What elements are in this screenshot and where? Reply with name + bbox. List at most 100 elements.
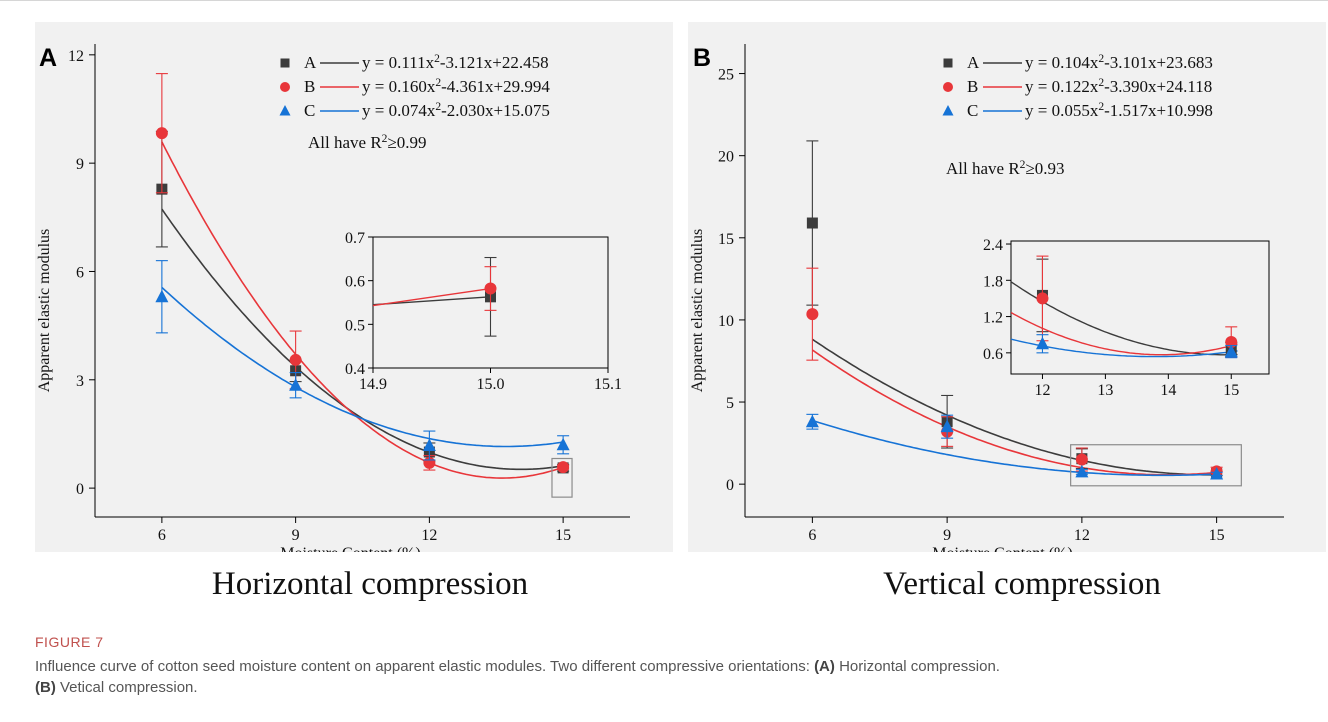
chart-b-legend-marker-b (943, 82, 953, 92)
caption-main: Influence curve of cotton seed moisture … (35, 658, 810, 675)
chart-a-x-axis-label: Moisture Content (%) (280, 545, 420, 552)
chart-b-y-tick-label: 20 (718, 149, 734, 166)
chart-b-inset-y-tick-label: 2.4 (983, 237, 1003, 254)
chart-b-x-tick-label: 6 (808, 527, 816, 544)
chart-b-legend-equation-c: y = 0.055x2-1.517x+10.998 (1025, 100, 1213, 121)
figure-label: FIGURE 7 (35, 634, 104, 650)
chart-b-legend-marker-c (942, 105, 954, 116)
chart-b-point-b (806, 308, 819, 321)
chart-b-y-tick-label: 15 (718, 231, 734, 248)
chart-a-legend-equation-a: y = 0.111x2-3.121x+22.458 (362, 52, 549, 73)
chart-a-x-tick-label: 9 (292, 527, 300, 544)
chart-b-y-tick-label: 5 (726, 395, 734, 412)
chart-b-fit-curve-a (811, 338, 1217, 476)
chart-b-legend-marker-a (943, 58, 953, 68)
chart-a-fit-curve-c (161, 286, 564, 448)
top-divider (0, 0, 1328, 1)
chart-b-inset-x-tick-label: 13 (1097, 382, 1113, 399)
chart-b-y-tick-label: 10 (718, 313, 734, 330)
chart-a-point-b (289, 353, 302, 366)
chart-a-point-c (422, 438, 436, 452)
chart-a-legend-marker-a (280, 58, 290, 68)
chart-a-point-b (155, 127, 168, 140)
chart-a-inset-y-tick-label: 0.4 (345, 361, 365, 378)
chart-a-inset-x-tick-label: 15.0 (477, 376, 505, 393)
chart-a-svg: 691215036912Moisture Content (%)Apparent… (36, 44, 630, 562)
chart-b-x-tick-label: 15 (1209, 527, 1225, 544)
chart-b-inset-y-tick-label: 1.2 (983, 310, 1003, 327)
chart-b-point-c (1075, 464, 1089, 478)
chart-a-inset-y-tick-label: 0.5 (345, 317, 365, 334)
chart-a-x-tick-label: 6 (158, 527, 166, 544)
chart-a-legend-name-a: A (304, 53, 317, 72)
chart-a-inset-line-b (372, 287, 491, 307)
chart-b-inset-curve-a (1011, 281, 1238, 356)
caption-a-label: (A) (814, 658, 835, 675)
chart-b-point-b (1075, 453, 1088, 466)
chart-a-y-tick-label: 3 (76, 373, 84, 390)
chart-a-y-axis-label: Apparent elastic modulus (36, 229, 53, 393)
chart-b-y-tick-label: 0 (726, 477, 734, 494)
chart-b-inset-y-tick-label: 1.8 (983, 273, 1003, 290)
chart-panel-a: 691215036912Moisture Content (%)Apparent… (35, 22, 673, 562)
chart-b-r2-note: All have R2≥0.93 (946, 158, 1065, 179)
chart-b-inset-y-tick-label: 0.6 (983, 346, 1003, 363)
chart-a-fit-curve-b (161, 141, 564, 479)
chart-a-point-c (155, 289, 169, 303)
chart-b-x-axis-label: Moisture Content (%) (932, 545, 1072, 552)
chart-b-y-tick-label: 25 (718, 67, 734, 84)
chart-a-y-tick-label: 0 (76, 481, 84, 498)
chart-b-legend-name-b: B (967, 77, 978, 96)
chart-a-point-c (289, 378, 303, 391)
chart-b-legend-equation-a: y = 0.104x2-3.101x+23.683 (1025, 52, 1213, 73)
chart-b-x-tick-label: 12 (1074, 527, 1090, 544)
chart-a-inset-point-b (484, 282, 497, 295)
chart-a-legend-marker-b (280, 82, 290, 92)
chart-a-x-tick-label: 12 (421, 527, 437, 544)
chart-b-inset-x-tick-label: 14 (1160, 382, 1176, 399)
chart-a-point-b (557, 461, 570, 474)
chart-a-inset-x-tick-label: 15.1 (594, 376, 622, 393)
chart-a-point-c (556, 437, 570, 451)
chart-a-y-tick-label: 9 (76, 156, 84, 173)
chart-b-legend-equation-b: y = 0.122x2-3.390x+24.118 (1025, 76, 1212, 97)
chart-b-x-tick-label: 9 (943, 527, 951, 544)
chart-b-fit-curve-c (812, 419, 1217, 477)
chart-b-point-a (806, 217, 818, 229)
chart-a-inset-y-tick-label: 0.6 (345, 274, 365, 291)
chart-b-inset-curve-b (1011, 311, 1238, 356)
chart-b-inset-curve-c (1011, 338, 1238, 358)
chart-b-point-c (805, 414, 819, 428)
chart-b-inset-point-c (1224, 344, 1238, 358)
panel-letter-b: B (693, 44, 712, 72)
chart-b-zoom-box (1070, 444, 1242, 487)
chart-a-r2-note: All have R2≥0.99 (308, 132, 427, 153)
chart-b-svg: 6 9 12 15 0 5 10 15 20 25 Moisture Content (%) Appa… (689, 44, 1284, 562)
chart-b-inset-point-b (1225, 335, 1238, 348)
chart-a-y-tick-label: 6 (76, 264, 84, 281)
chart-b-inset-x-tick-label: 15 (1223, 382, 1239, 399)
subtitle-vertical: Vertical compression (883, 566, 1161, 602)
chart-a-x-tick-label: 15 (555, 527, 571, 544)
caption-a-text: Horizontal compression. (839, 658, 1000, 675)
figure-caption: Influence curve of cotton seed moisture … (35, 656, 1295, 698)
chart-b-inset-x-tick-label: 12 (1034, 382, 1050, 399)
chart-b-legend-name-c: C (967, 101, 978, 120)
chart-a-legend-equation-b: y = 0.160x2-4.361x+29.994 (362, 76, 550, 97)
caption-b-text: Vetical compression. (60, 679, 198, 696)
caption-b-label: (B) (35, 679, 56, 696)
subtitle-horizontal: Horizontal compression (211, 566, 529, 602)
chart-b-point-c (940, 419, 954, 433)
chart-a-inset-x-tick-label: 14.9 (359, 376, 387, 393)
chart-a-legend-name-c: C (304, 101, 315, 120)
chart-a-zoom-box (551, 457, 573, 498)
chart-b-y-axis-label: Apparent elastic modulus (689, 229, 706, 393)
chart-a-inset-y-tick-label: 0.7 (345, 230, 365, 247)
chart-a-y-tick-label: 12 (68, 48, 84, 65)
chart-b-point-c (1210, 466, 1224, 480)
chart-panel-b: 6 9 12 15 0 5 10 15 20 25 Moisture Content (%) Appa… (688, 22, 1326, 562)
chart-a-legend-name-b: B (304, 77, 315, 96)
chart-a-legend-marker-c (279, 105, 291, 116)
panel-letter-a: A (39, 44, 58, 72)
chart-a-legend-equation-c: y = 0.074x2-2.030x+15.075 (362, 100, 550, 121)
